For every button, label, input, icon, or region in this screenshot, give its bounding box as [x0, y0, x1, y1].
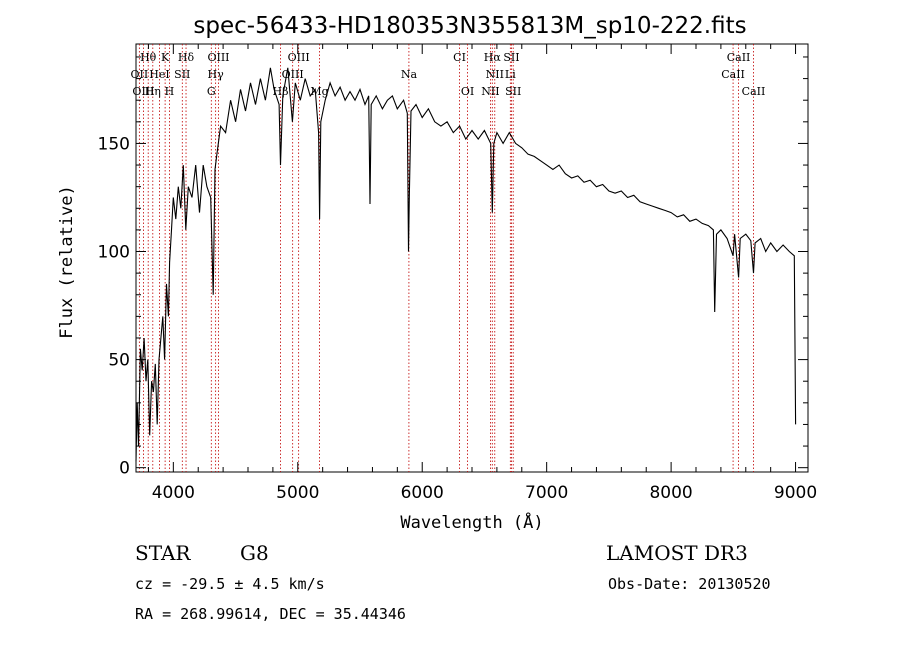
line-label: Hα	[484, 51, 502, 64]
y-tick-label: 150	[98, 134, 130, 154]
x-tick-label: 5000	[276, 483, 319, 503]
y-tick-label: 100	[98, 243, 130, 263]
line-label: CaII	[721, 68, 745, 81]
chart-title: spec-56433-HD180353N355813M_sp10-222.fit…	[193, 13, 746, 39]
line-label: CaII	[742, 85, 766, 98]
emission-line-markers	[138, 44, 754, 472]
line-label: OI	[461, 85, 474, 98]
line-label: NII	[481, 85, 499, 98]
line-label: G	[207, 85, 216, 98]
info-panel: STAR G8 LAMOST DR3 cz = -29.5 ± 4.5 km/s…	[135, 541, 771, 623]
y-tick-label: 0	[119, 459, 130, 479]
line-label: SII	[174, 68, 190, 81]
line-label: OIII	[282, 68, 304, 81]
line-label: Na	[401, 68, 418, 81]
line-label: Hγ	[208, 68, 225, 81]
y-axis-label: Flux (relative)	[57, 185, 77, 339]
line-label: H	[165, 85, 175, 98]
x-tick-label: 9000	[774, 483, 817, 503]
line-label: OII	[131, 68, 149, 81]
line-label: SII	[503, 51, 519, 64]
ra-dec: RA = 268.99614, DEC = 35.44346	[135, 605, 406, 623]
spectrum-line	[135, 67, 797, 462]
line-label: CaII	[727, 51, 751, 64]
line-label: SII	[505, 85, 521, 98]
x-tick-label: 7000	[525, 483, 568, 503]
line-label: Li	[505, 68, 516, 81]
survey-name: LAMOST DR3	[606, 541, 748, 565]
obs-date: Obs-Date: 20130520	[608, 575, 771, 593]
object-class: STAR	[135, 541, 191, 565]
line-label: Mg	[310, 85, 328, 98]
line-label: Hδ	[178, 51, 195, 64]
x-tick-label: 8000	[649, 483, 692, 503]
x-axis-ticks: 4000 5000 6000 7000 8000 9000	[147, 44, 817, 503]
line-label: HeI	[149, 68, 169, 81]
x-tick-label: 6000	[401, 483, 444, 503]
line-label: Hη	[145, 85, 161, 98]
line-label: OIII	[207, 51, 229, 64]
plot-frame	[135, 43, 809, 473]
line-label: CI	[453, 51, 466, 64]
line-label: Hθ	[140, 51, 157, 64]
object-subclass: G8	[240, 541, 269, 565]
redshift-text: cz = -29.5 ± 4.5 km/s	[135, 575, 325, 593]
line-label: OIII	[288, 51, 310, 64]
line-label: OIII	[132, 85, 154, 98]
x-tick-label: 4000	[152, 483, 195, 503]
y-tick-label: 50	[108, 351, 130, 371]
x-axis-label: Wavelength (Å)	[400, 511, 543, 533]
line-label: K	[161, 51, 170, 64]
y-axis-ticks: 0 50 100 150	[98, 56, 808, 479]
line-label: NII	[486, 68, 504, 81]
